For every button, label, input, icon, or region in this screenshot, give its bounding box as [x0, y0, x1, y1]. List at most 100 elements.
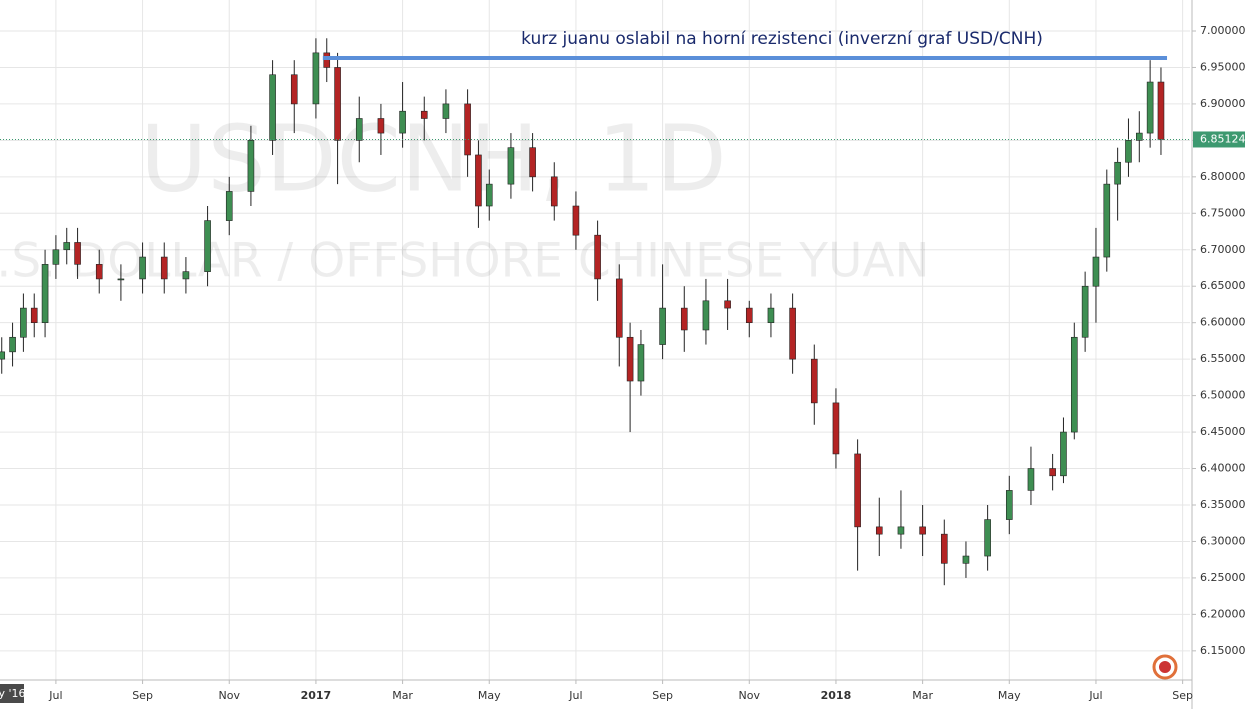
candle-body: [1092, 256, 1100, 287]
y-tick-label: 6.50000: [1200, 389, 1246, 402]
candle-body: [399, 110, 406, 134]
candle-body: [529, 147, 536, 178]
candle-body: [572, 205, 580, 236]
candle-body: [984, 519, 991, 557]
x-tick-label: May: [998, 689, 1021, 702]
y-tick-label: 6.95000: [1200, 60, 1246, 73]
candle-body: [940, 533, 948, 564]
cursor-label: y '16: [0, 687, 26, 700]
candle-body: [745, 307, 753, 323]
y-tick-label: 6.15000: [1200, 644, 1246, 657]
candle-body: [247, 140, 255, 192]
y-tick-label: 6.45000: [1200, 425, 1246, 438]
candle-body: [875, 526, 883, 535]
x-tick-label: Mar: [912, 689, 933, 702]
y-tick-label: 6.70000: [1200, 243, 1246, 256]
candle-body: [485, 183, 493, 207]
x-tick-label: Mar: [392, 689, 413, 702]
x-tick-label: Jul: [48, 689, 62, 702]
candle-body: [442, 103, 450, 119]
candle-body: [1081, 285, 1089, 338]
candle-body: [1114, 161, 1121, 185]
candle-body: [810, 358, 818, 404]
candle-body: [204, 220, 211, 272]
y-tick-label: 6.40000: [1200, 462, 1246, 475]
x-tick-label: 2018: [821, 689, 852, 702]
plot: [0, 38, 1190, 586]
y-tick-label: 6.75000: [1200, 206, 1246, 219]
candle-body: [30, 307, 38, 323]
x-tick-label: May: [478, 689, 501, 702]
price-axis-bg: [1192, 0, 1246, 709]
candle-body: [20, 307, 27, 338]
candle-body: [897, 526, 905, 535]
candle-body: [41, 264, 49, 323]
x-tick-label: Jul: [1088, 689, 1102, 702]
candle-body: [615, 278, 623, 338]
candle-body: [962, 555, 970, 564]
candle-body: [290, 74, 298, 105]
candle-body: [420, 110, 428, 119]
candle-body: [475, 154, 482, 207]
candle-body: [334, 67, 341, 141]
candle-body: [680, 307, 688, 331]
candle-body: [1135, 132, 1143, 141]
y-tick-label: 6.30000: [1200, 534, 1246, 547]
y-tick-label: 6.55000: [1200, 352, 1246, 365]
candle-body: [702, 300, 710, 331]
candle-body: [182, 271, 190, 280]
candle-body: [854, 453, 861, 528]
candle-body: [9, 336, 16, 353]
x-tick-label: Sep: [1172, 689, 1193, 702]
candle-body: [1157, 81, 1165, 140]
last-price-box: [1193, 131, 1245, 148]
candle-body: [63, 242, 71, 251]
candle-body: [1027, 468, 1035, 491]
y-tick-label: 6.20000: [1200, 607, 1246, 620]
x-tick-label: Sep: [132, 689, 153, 702]
candle-body: [1005, 490, 1013, 520]
watermark-subtitle: U.S. DOLLAR / OFFSHORE CHINESE YUAN: [0, 234, 930, 289]
candle-body: [626, 336, 634, 382]
candle-body: [0, 351, 6, 360]
candle-body: [464, 103, 471, 156]
candle-body: [355, 118, 363, 141]
candle-body: [269, 74, 276, 141]
x-tick-label: Nov: [219, 689, 241, 702]
y-tick-label: 7.00000: [1200, 24, 1246, 37]
candle-body: [594, 234, 601, 280]
candle-body: [1103, 183, 1111, 258]
candle-body: [225, 191, 233, 221]
annotation: kurz juanu oslabil na horní rezistenci (…: [521, 29, 1043, 49]
x-tick-label: Jul: [568, 689, 582, 702]
candle-body: [74, 242, 81, 265]
y-tick-label: 6.60000: [1200, 316, 1246, 329]
candle-body: [52, 249, 60, 265]
candle-body: [507, 147, 515, 185]
last-price-label: 6.85124: [1200, 132, 1246, 145]
candle-body: [1060, 431, 1067, 477]
candle-body: [1070, 336, 1078, 433]
candle-body: [117, 278, 125, 281]
y-tick-label: 6.35000: [1200, 498, 1246, 511]
candle-body: [377, 118, 385, 134]
candle-body: [1146, 81, 1154, 134]
candle-body: [724, 300, 731, 309]
cursor-box: [0, 684, 24, 703]
candle-body: [550, 176, 558, 207]
candle-body: [95, 264, 103, 280]
x-tick-label: 2017: [301, 689, 332, 702]
y-tick-label: 6.80000: [1200, 170, 1246, 183]
candle-body: [139, 256, 146, 280]
candle-body: [919, 526, 926, 535]
watermark: USDCNH, 1D: [140, 105, 727, 212]
x-tick-label: Nov: [739, 689, 761, 702]
y-tick-label: 6.90000: [1200, 97, 1246, 110]
candle-body: [767, 307, 775, 323]
candle-body: [1125, 140, 1132, 163]
candle-body: [789, 307, 796, 360]
axes: 7.000006.950006.900006.850006.800006.750…: [48, 24, 1245, 702]
candle-body: [832, 402, 840, 455]
candle-body: [1049, 468, 1056, 477]
